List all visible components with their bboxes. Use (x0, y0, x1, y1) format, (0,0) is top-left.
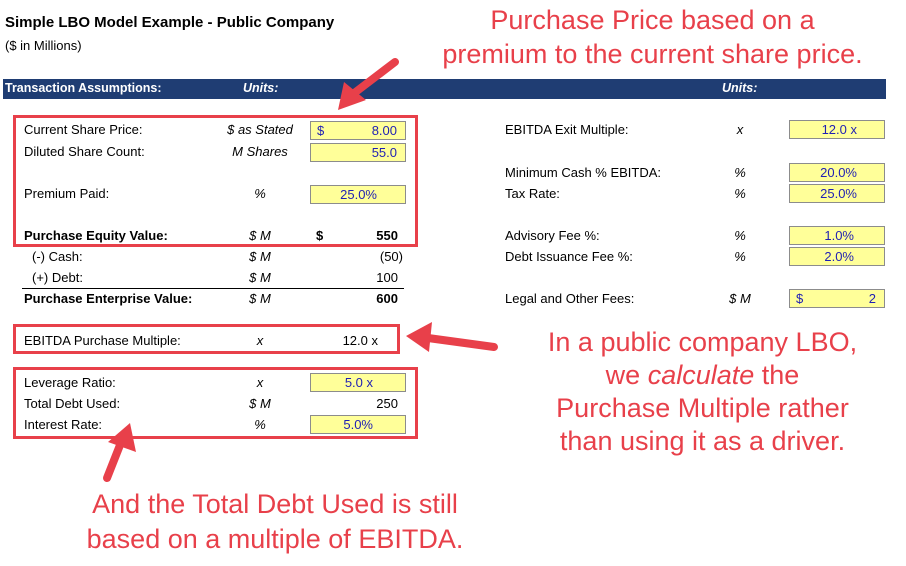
legal-fees-input[interactable]: $ 2 (789, 289, 885, 308)
annotation-bottom-line2: based on a multiple of EBITDA. (86, 524, 464, 554)
enterprise-value-unit: $ M (249, 291, 271, 306)
advisory-fee-input[interactable]: 1.0% (789, 226, 885, 245)
advisory-fee-label: Advisory Fee %: (505, 228, 600, 243)
section-header-bar: Transaction Assumptions: Units: Units: (3, 79, 886, 99)
advisory-fee-unit: % (734, 228, 746, 243)
annotation-mid-line2: we calculate the (500, 359, 905, 392)
min-cash-input[interactable]: 20.0% (789, 163, 885, 182)
debt-fee-unit: % (734, 249, 746, 264)
share-price-value: 8.00 (371, 123, 397, 138)
page-subtitle: ($ in Millions) (5, 38, 82, 53)
equity-value-currency-symbol: $ (316, 228, 324, 243)
debt-label: (+) Debt: (32, 270, 83, 285)
legal-fees-label: Legal and Other Fees: (505, 291, 635, 306)
exit-multiple-unit: x (736, 122, 744, 137)
arrow-bottom-icon (103, 423, 136, 482)
exit-multiple-label: EBITDA Exit Multiple: (505, 122, 629, 137)
leverage-input[interactable]: 5.0 x (310, 373, 406, 392)
tax-rate-label: Tax Rate: (505, 186, 560, 201)
annotation-top-line2: premium to the current share price. (442, 39, 863, 69)
leverage-unit: x (256, 375, 264, 390)
premium-input[interactable]: 25.0% (310, 185, 406, 204)
equity-value-unit: $ M (249, 228, 271, 243)
annotation-top-line1: Purchase Price based on a (490, 5, 815, 35)
share-price-label: Current Share Price: (24, 122, 143, 137)
leverage-label: Leverage Ratio: (24, 375, 116, 390)
share-count-label: Diluted Share Count: (24, 144, 145, 159)
total-debt-unit: $ M (249, 396, 271, 411)
share-count-unit: M Shares (232, 144, 288, 159)
enterprise-value-value: 600 (376, 291, 398, 306)
cash-label: (-) Cash: (32, 249, 83, 264)
annotation-mid-line4: than using it as a driver. (559, 426, 846, 456)
share-price-input[interactable]: $ 8.00 (310, 121, 406, 140)
purchase-price-highlight-box (13, 115, 418, 247)
tax-rate-input[interactable]: 25.0% (789, 184, 885, 203)
share-price-currency-symbol: $ (317, 123, 325, 138)
purchase-multiple-unit: x (256, 333, 264, 348)
interest-unit: % (254, 417, 266, 432)
total-debt-value: 250 (376, 396, 398, 411)
annotation-mid-line2-post: the (754, 360, 800, 390)
page-title: Simple LBO Model Example - Public Compan… (5, 14, 335, 31)
legal-fees-currency-symbol: $ (796, 291, 804, 306)
annotation-mid-line2-em: calculate (647, 360, 755, 390)
annotation-mid-line1: In a public company LBO, (547, 327, 858, 357)
interest-label: Interest Rate: (24, 417, 103, 432)
enterprise-value-label: Purchase Enterprise Value: (24, 291, 193, 306)
debt-fee-label: Debt Issuance Fee %: (505, 249, 633, 264)
enterprise-value-divider (22, 288, 404, 289)
arrow-middle-icon (406, 322, 498, 352)
units-header-right: Units: (722, 81, 758, 95)
units-header-left: Units: (243, 81, 279, 95)
debt-highlight-box (13, 367, 418, 439)
legal-fees-unit: $ M (729, 291, 751, 306)
exit-multiple-input[interactable]: 12.0 x (789, 120, 885, 139)
cash-unit: $ M (249, 249, 271, 264)
premium-unit: % (254, 186, 266, 201)
min-cash-label: Minimum Cash % EBITDA: (505, 165, 662, 180)
premium-label: Premium Paid: (24, 186, 110, 201)
equity-value-value: 550 (376, 228, 398, 243)
cash-value: (50) (379, 249, 403, 264)
arrow-top-icon (338, 58, 399, 110)
section-label: Transaction Assumptions: (5, 81, 162, 95)
annotation-bottom-line1: And the Total Debt Used is still (92, 489, 458, 519)
share-price-unit: $ as Stated (227, 122, 293, 137)
debt-value: 100 (376, 270, 398, 285)
legal-fees-value: 2 (868, 291, 876, 306)
min-cash-unit: % (734, 165, 746, 180)
interest-input[interactable]: 5.0% (310, 415, 406, 434)
purchase-multiple-label: EBITDA Purchase Multiple: (24, 333, 181, 348)
debt-unit: $ M (249, 270, 271, 285)
annotation-mid-line3: Purchase Multiple rather (556, 393, 849, 423)
share-count-input[interactable]: 55.0 (310, 143, 406, 162)
purchase-multiple-value: 12.0 x (342, 333, 378, 348)
equity-value-label: Purchase Equity Value: (24, 228, 168, 243)
tax-rate-unit: % (734, 186, 746, 201)
purchase-multiple-highlight-box (13, 324, 400, 354)
annotation-mid-line2-pre: we (605, 360, 648, 390)
total-debt-label: Total Debt Used: (24, 396, 121, 411)
debt-fee-input[interactable]: 2.0% (789, 247, 885, 266)
